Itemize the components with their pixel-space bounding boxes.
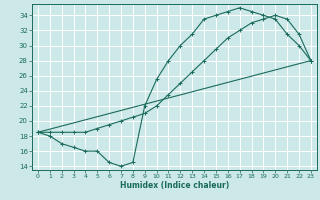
X-axis label: Humidex (Indice chaleur): Humidex (Indice chaleur) (120, 181, 229, 190)
